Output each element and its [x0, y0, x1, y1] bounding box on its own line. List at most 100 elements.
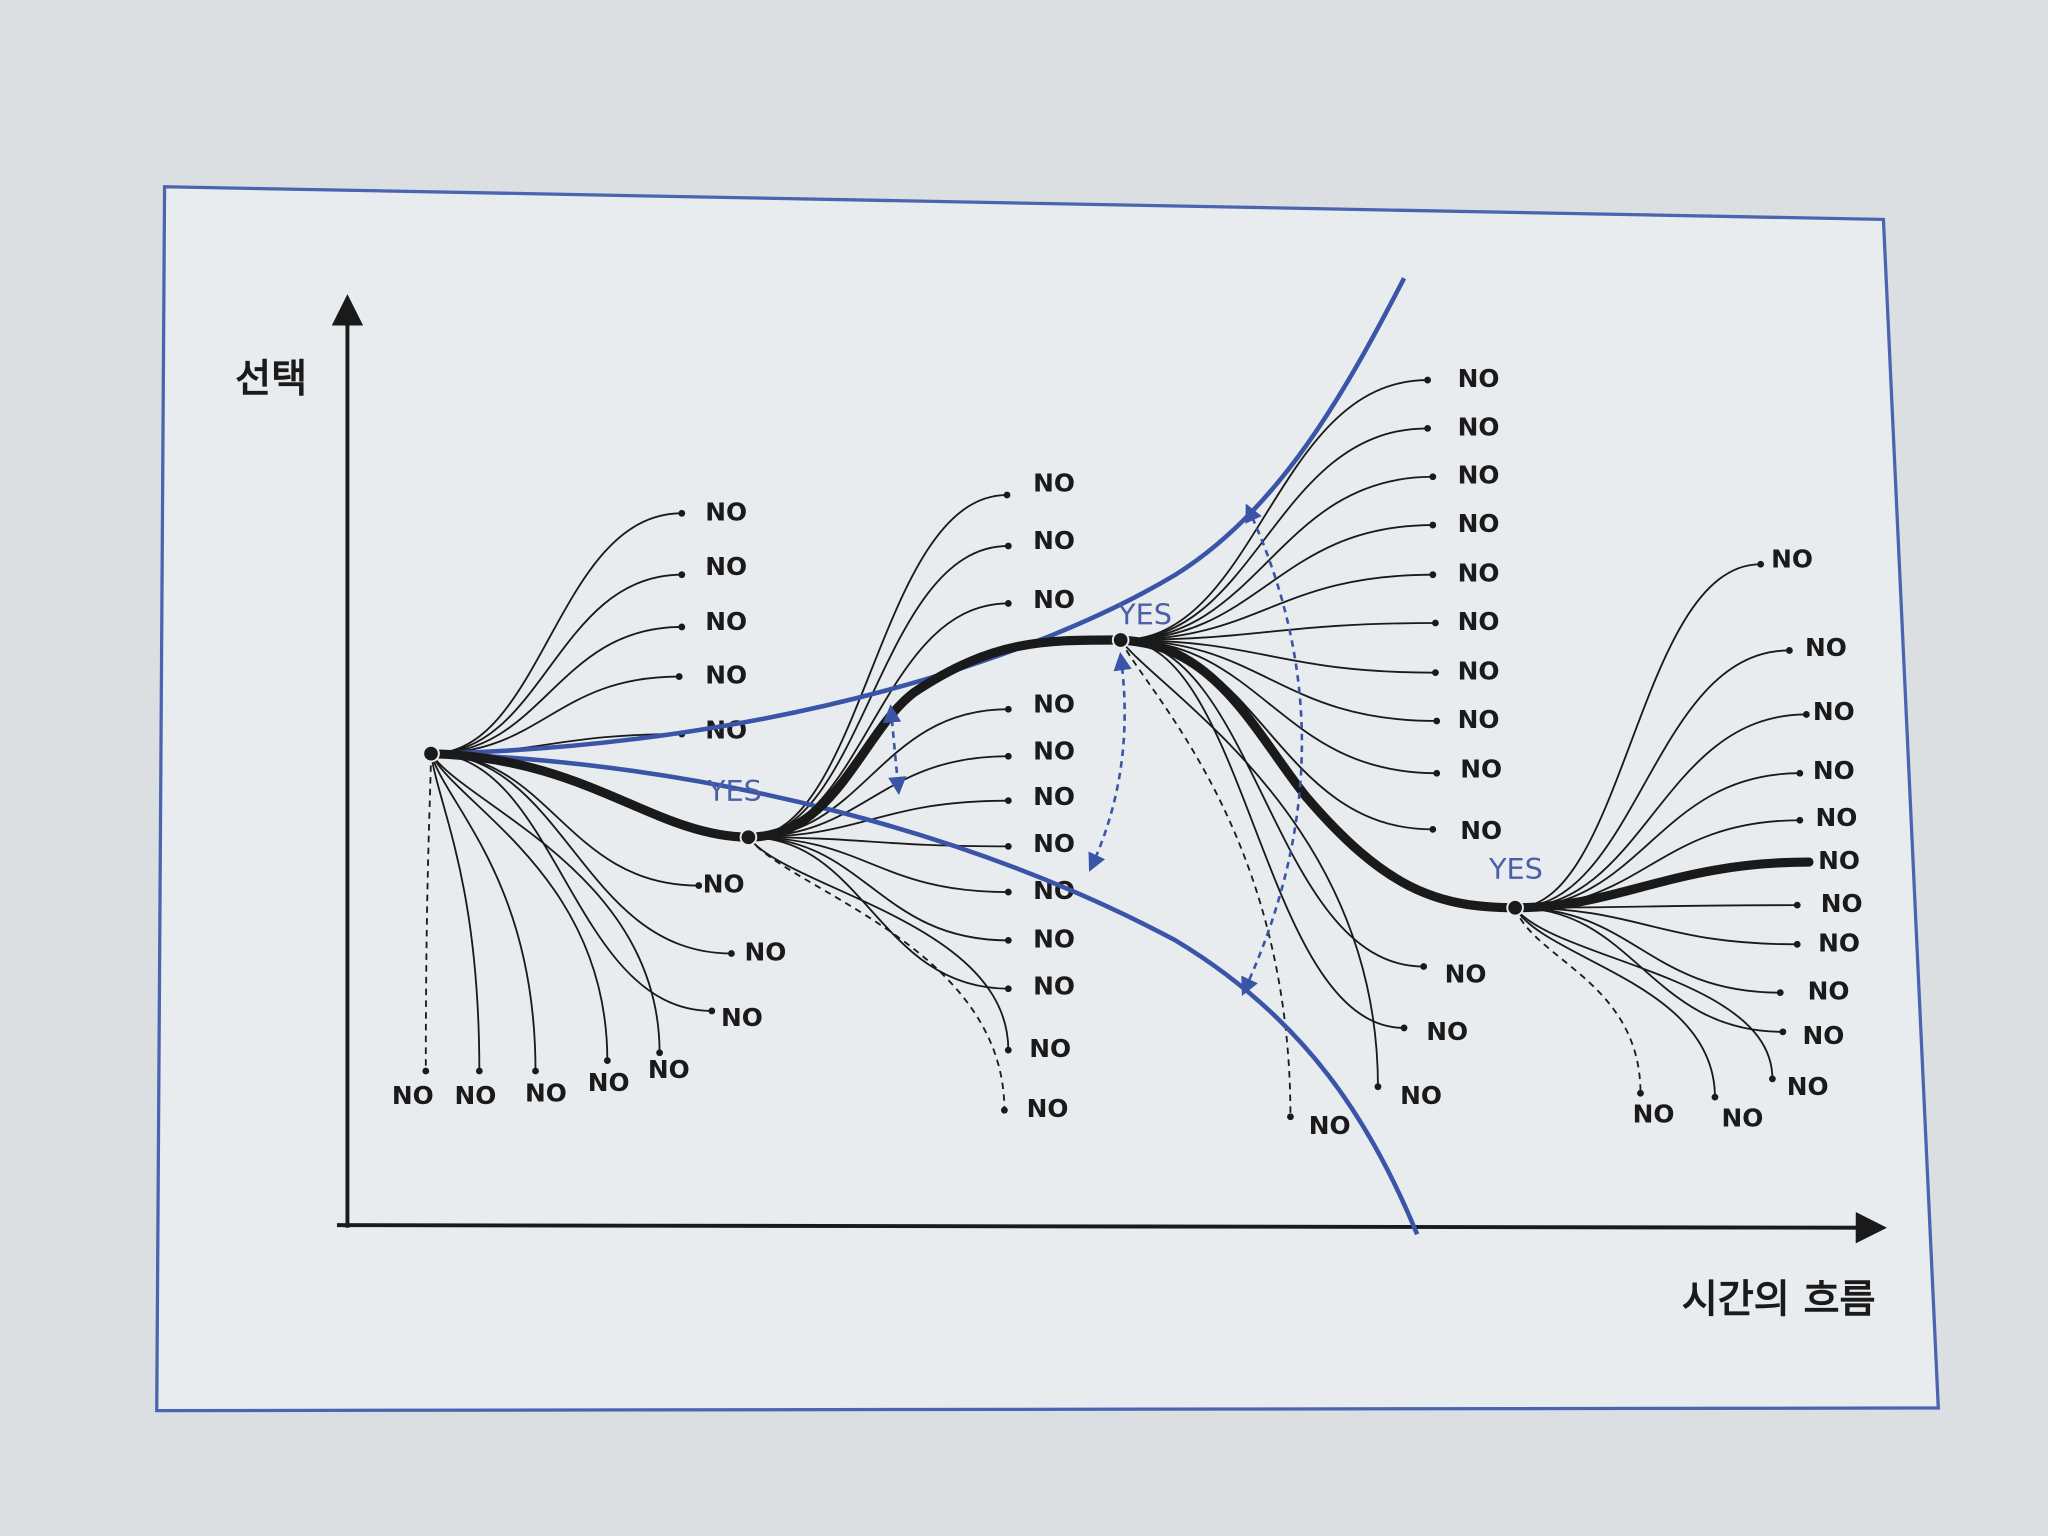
no-label: NO — [1821, 889, 1863, 918]
rejected-branch — [1120, 639, 1424, 968]
end-dot — [1004, 705, 1012, 713]
end-dot — [1429, 825, 1437, 833]
end-dot — [1001, 1106, 1008, 1114]
no-label: NO — [705, 552, 747, 581]
no-label: NO — [1458, 509, 1500, 538]
end-dot — [1796, 816, 1804, 824]
no-label: NO — [1033, 526, 1075, 555]
end-dot — [1424, 425, 1431, 432]
end-dot — [1429, 521, 1437, 529]
no-label: NO — [1458, 559, 1500, 588]
rejected-branch — [430, 753, 537, 1072]
frame — [155, 185, 1940, 1413]
y-axis-label: 선택 — [235, 357, 307, 402]
rejected-branch — [1120, 639, 1437, 775]
no-label: NO — [1787, 1072, 1829, 1101]
end-dot — [1637, 1089, 1644, 1097]
end-dot — [1374, 1083, 1382, 1091]
rejected-branch — [431, 573, 682, 755]
no-label: NO — [1033, 924, 1075, 953]
end-dot — [1004, 1046, 1012, 1054]
end-dot — [1003, 491, 1011, 499]
x-axis-label: 시간의 흐름 — [1682, 1278, 1876, 1323]
end-dot — [1429, 571, 1437, 579]
end-dot — [1004, 542, 1012, 550]
decision-node — [422, 744, 440, 763]
range-arrow — [1241, 503, 1304, 996]
end-dot — [1779, 1028, 1787, 1036]
end-dot — [603, 1057, 611, 1064]
no-label: NO — [1633, 1099, 1675, 1128]
rejected-branch — [1120, 524, 1433, 641]
end-dot — [1776, 989, 1784, 997]
rejected-branch — [1514, 907, 1774, 1079]
no-label: NO — [1818, 928, 1860, 957]
end-dot — [1420, 963, 1428, 970]
no-label: NO — [1033, 585, 1075, 614]
end-dot — [1785, 647, 1793, 654]
rejected-branch — [424, 753, 432, 1072]
no-label: NO — [1445, 960, 1487, 989]
end-dot — [678, 571, 686, 579]
end-dot — [1004, 600, 1012, 607]
no-label: NO — [1818, 846, 1860, 875]
end-dot — [708, 1007, 716, 1015]
end-dot — [1287, 1113, 1294, 1121]
rejected-branch — [430, 753, 481, 1072]
end-dot — [1432, 669, 1439, 677]
no-label: NO — [1033, 829, 1075, 858]
rejected-branch — [431, 675, 680, 755]
rejected-branch — [431, 752, 712, 1012]
rejected-branch — [1120, 573, 1433, 641]
rejected-branch — [1120, 427, 1428, 641]
no-label: NO — [1033, 689, 1075, 718]
no-label: NO — [1808, 977, 1850, 1006]
rejected-branch — [748, 836, 1009, 893]
rejected-branch — [1515, 563, 1761, 909]
yes-label: YES — [707, 774, 762, 808]
no-label: NO — [588, 1068, 630, 1097]
no-label: NO — [1458, 364, 1500, 393]
no-label: NO — [1721, 1103, 1763, 1132]
branches: NO NO NO NO NO NO NO NO NO NO NO NO NO NO NO NO NO NO NO NO… — [392, 364, 1863, 1140]
end-dot — [678, 623, 686, 631]
end-dot — [675, 673, 683, 680]
no-label: NO — [1816, 803, 1858, 832]
end-dot — [1769, 1075, 1776, 1083]
no-label: NO — [1813, 756, 1855, 785]
end-dot — [532, 1067, 539, 1075]
no-label: NO — [1029, 1034, 1071, 1063]
end-dot — [1433, 769, 1441, 777]
no-label: NO — [1460, 755, 1502, 784]
x-axis — [336, 1212, 1888, 1244]
rejected-branch — [747, 836, 1006, 1111]
no-label: NO — [1458, 607, 1500, 636]
no-label: NO — [1805, 633, 1847, 662]
rejected-branch — [1120, 475, 1433, 641]
rejected-branch — [748, 836, 1009, 942]
end-dot — [1796, 769, 1804, 777]
no-label: NO — [1033, 736, 1075, 765]
end-dot — [695, 882, 703, 889]
rejected-branch — [431, 752, 732, 955]
no-label: NO — [1027, 1094, 1069, 1123]
end-dot — [1802, 711, 1810, 718]
rejected-branch — [748, 836, 1009, 990]
rejected-branch — [1515, 906, 1781, 994]
rejected-branch — [748, 836, 1009, 848]
end-dot — [1793, 940, 1801, 948]
no-label: NO — [705, 607, 747, 636]
no-label: NO — [1426, 1017, 1468, 1046]
no-label: NO — [1033, 971, 1075, 1000]
no-label: NO — [703, 870, 745, 899]
no-label: NO — [721, 1003, 763, 1032]
decision-node — [1111, 631, 1130, 649]
no-label: NO — [705, 661, 747, 690]
no-label: NO — [1802, 1021, 1844, 1050]
end-dot — [1424, 376, 1431, 384]
end-dot — [1400, 1024, 1408, 1032]
end-dot — [1004, 888, 1012, 896]
end-dot — [656, 1049, 663, 1057]
no-label: NO — [705, 497, 747, 526]
